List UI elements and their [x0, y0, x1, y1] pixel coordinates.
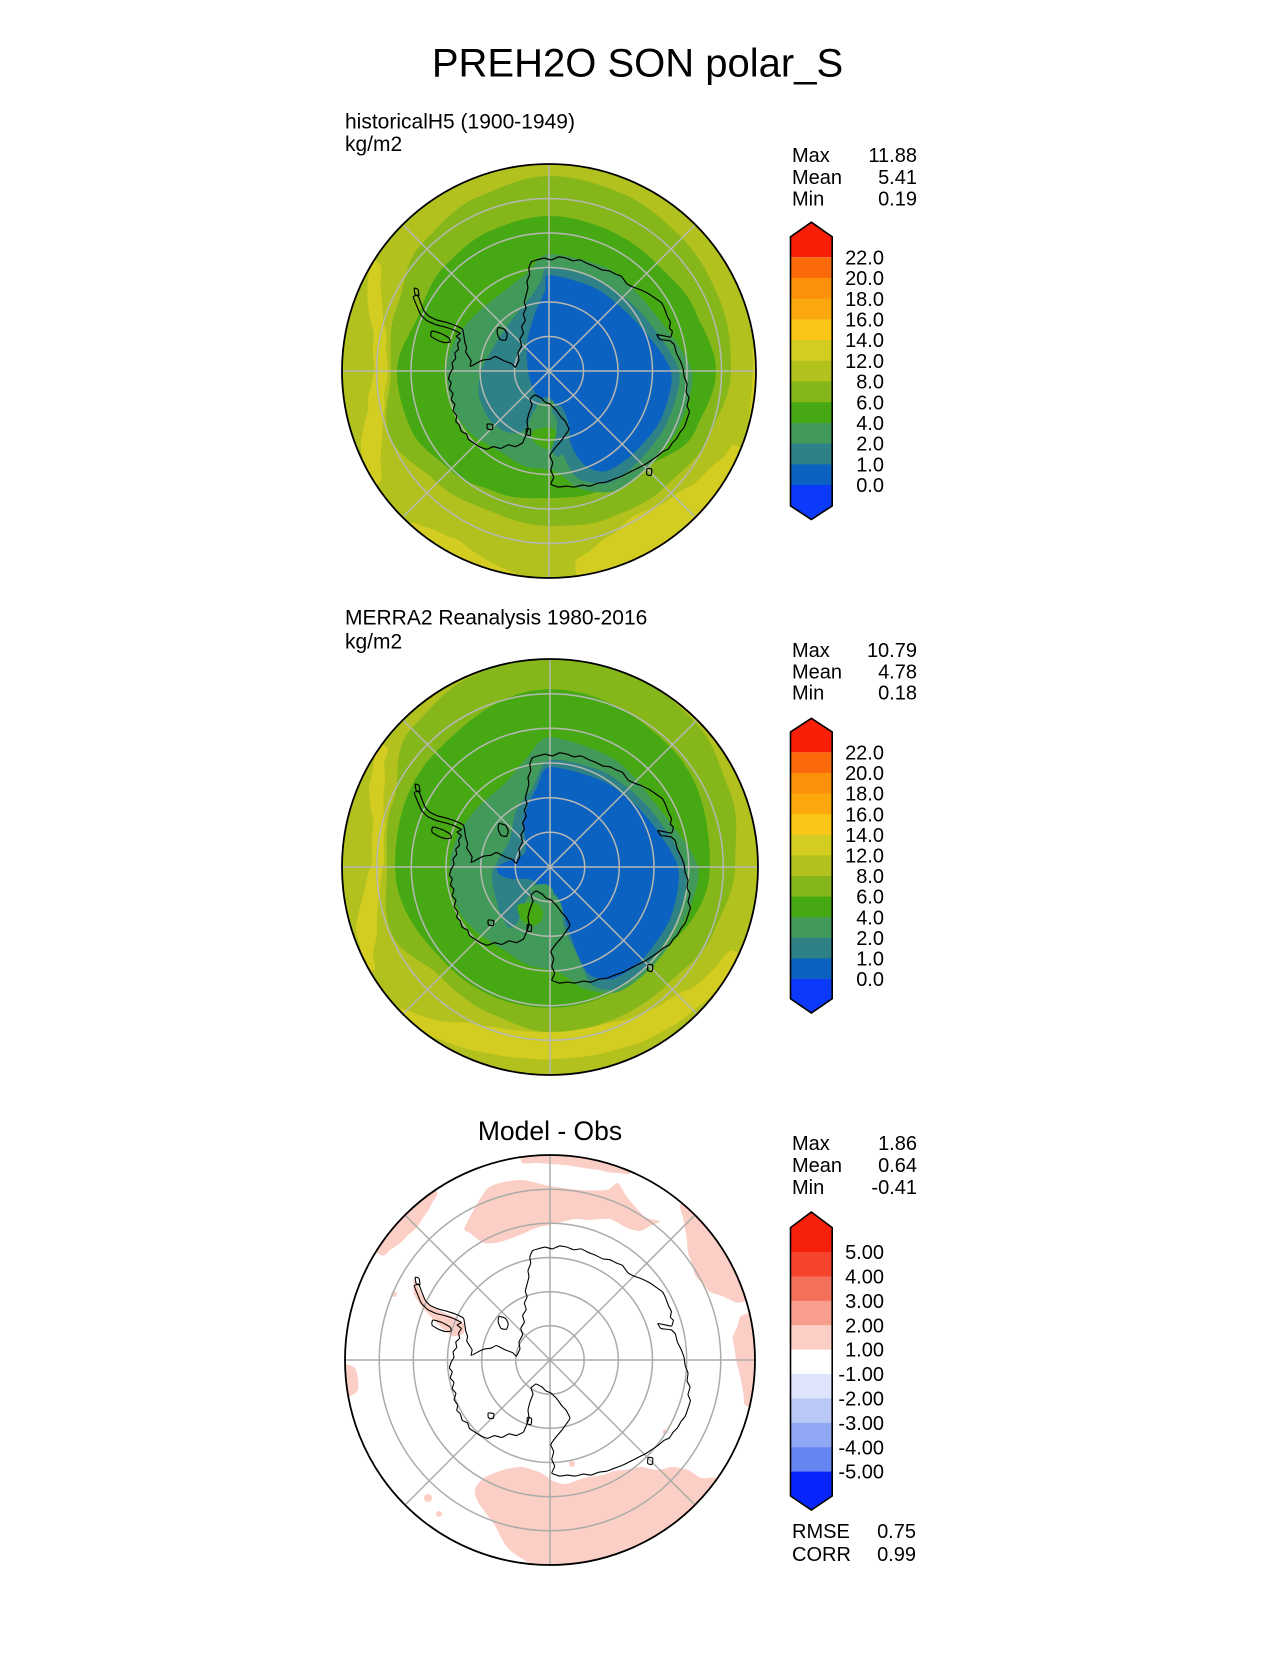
svg-text:MERRA2 Reanalysis 1980-2016: MERRA2 Reanalysis 1980-2016 [345, 607, 647, 630]
svg-text:1.86: 1.86 [878, 1133, 917, 1155]
svg-text:Min: Min [792, 1177, 824, 1199]
svg-text:-5.00: -5.00 [838, 1462, 884, 1484]
svg-text:1.0: 1.0 [856, 949, 884, 971]
svg-text:2.0: 2.0 [856, 928, 884, 950]
svg-text:Max: Max [792, 145, 830, 167]
svg-text:0.19: 0.19 [878, 189, 917, 211]
svg-text:0.64: 0.64 [878, 1155, 917, 1177]
svg-text:22.0: 22.0 [845, 247, 884, 269]
svg-text:4.78: 4.78 [878, 662, 917, 684]
svg-text:6.0: 6.0 [856, 887, 884, 909]
svg-text:0.0: 0.0 [856, 969, 884, 991]
svg-text:0.99: 0.99 [877, 1544, 916, 1566]
svg-text:0.75: 0.75 [877, 1521, 916, 1543]
svg-text:4.00: 4.00 [845, 1267, 884, 1289]
svg-text:1.00: 1.00 [845, 1340, 884, 1362]
svg-text:Max: Max [792, 640, 830, 662]
svg-text:historicalH5 (1900-1949): historicalH5 (1900-1949) [345, 111, 575, 134]
svg-text:6.0: 6.0 [856, 392, 884, 414]
svg-text:12.0: 12.0 [845, 846, 884, 868]
svg-text:2.0: 2.0 [856, 434, 884, 456]
svg-text:20.0: 20.0 [845, 763, 884, 785]
svg-text:Mean: Mean [792, 1155, 842, 1177]
svg-text:14.0: 14.0 [845, 825, 884, 847]
svg-text:Min: Min [792, 189, 824, 211]
svg-text:-0.41: -0.41 [871, 1177, 917, 1199]
svg-text:-4.00: -4.00 [838, 1437, 884, 1459]
svg-text:Model - Obs: Model - Obs [478, 1116, 622, 1146]
svg-text:18.0: 18.0 [845, 289, 884, 311]
svg-text:-1.00: -1.00 [838, 1364, 884, 1386]
svg-text:kg/m2: kg/m2 [345, 133, 402, 156]
svg-text:5.00: 5.00 [845, 1242, 884, 1264]
svg-text:kg/m2: kg/m2 [345, 631, 402, 654]
svg-text:16.0: 16.0 [845, 310, 884, 332]
svg-text:CORR: CORR [792, 1544, 851, 1566]
svg-text:4.0: 4.0 [856, 907, 884, 929]
svg-text:0.18: 0.18 [878, 683, 917, 705]
svg-text:Mean: Mean [792, 167, 842, 189]
svg-text:5.41: 5.41 [878, 167, 917, 189]
svg-text:-2.00: -2.00 [838, 1389, 884, 1411]
svg-text:Max: Max [792, 1133, 830, 1155]
svg-text:-3.00: -3.00 [838, 1413, 884, 1435]
svg-text:16.0: 16.0 [845, 804, 884, 826]
svg-text:10.79: 10.79 [867, 640, 917, 662]
svg-text:22.0: 22.0 [845, 743, 884, 765]
svg-text:8.0: 8.0 [856, 866, 884, 888]
svg-text:2.00: 2.00 [845, 1315, 884, 1337]
svg-text:12.0: 12.0 [845, 351, 884, 373]
svg-text:PREH2O SON polar_S: PREH2O SON polar_S [432, 42, 843, 86]
svg-text:4.0: 4.0 [856, 413, 884, 435]
svg-text:Min: Min [792, 683, 824, 705]
svg-text:Mean: Mean [792, 662, 842, 684]
svg-text:18.0: 18.0 [845, 784, 884, 806]
svg-text:0.0: 0.0 [856, 475, 884, 497]
svg-text:RMSE: RMSE [792, 1521, 850, 1543]
svg-text:14.0: 14.0 [845, 330, 884, 352]
svg-text:3.00: 3.00 [845, 1291, 884, 1313]
svg-text:11.88: 11.88 [868, 145, 917, 167]
svg-text:8.0: 8.0 [856, 372, 884, 394]
svg-text:1.0: 1.0 [856, 454, 884, 476]
svg-text:20.0: 20.0 [845, 268, 884, 290]
